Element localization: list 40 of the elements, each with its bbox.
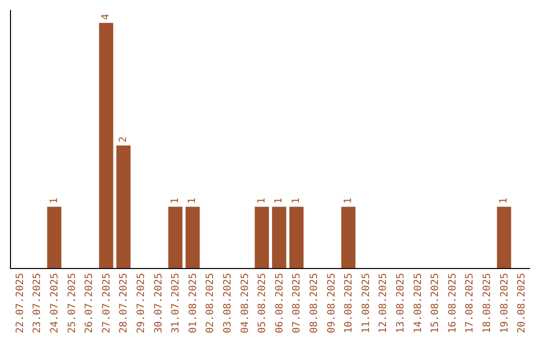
data-label: 1 bbox=[170, 198, 181, 204]
x-tick-label: 13.08.2025 bbox=[396, 273, 406, 334]
x-tick-label: 18.08.2025 bbox=[482, 273, 493, 334]
data-label: 1 bbox=[274, 198, 285, 204]
data-label: 4 bbox=[100, 14, 112, 20]
x-tick-label: 29.07.2025 bbox=[136, 273, 147, 334]
x-tick-label: 04.08.2025 bbox=[240, 273, 251, 334]
x-tick-label: 07.08.2025 bbox=[292, 273, 303, 334]
x-tick-label: 28.07.2025 bbox=[118, 273, 130, 334]
data-label: 1 bbox=[256, 198, 268, 204]
x-tick-label: 19.08.2025 bbox=[499, 273, 510, 334]
x-tick-label: 27.07.2025 bbox=[101, 273, 112, 334]
x-tick-label: 25.07.2025 bbox=[66, 273, 78, 334]
x-tick-label: 14.08.2025 bbox=[412, 273, 424, 334]
data-label: 1 bbox=[342, 198, 354, 204]
x-tick-label: 01.08.2025 bbox=[188, 273, 199, 334]
data-label: 1 bbox=[498, 198, 510, 204]
data-label: 1 bbox=[290, 198, 302, 204]
x-tick-label: 26.07.2025 bbox=[84, 273, 96, 334]
x-tick-label: 11.08.2025 bbox=[360, 273, 372, 334]
x-tick-label: 15.08.2025 bbox=[430, 273, 442, 334]
x-tick-label: 02.08.2025 bbox=[205, 273, 216, 334]
x-tick-label: 22.07.2025 bbox=[14, 273, 26, 334]
x-tick-label: 10.08.2025 bbox=[344, 273, 355, 334]
x-tick-label: 03.08.2025 bbox=[222, 273, 234, 334]
x-tick-label: 23.07.2025 bbox=[32, 273, 44, 334]
x-tick-label: 17.08.2025 bbox=[464, 273, 476, 334]
x-tick-label: 30.07.2025 bbox=[153, 273, 164, 334]
x-tick-label: 16.08.2025 bbox=[447, 273, 458, 334]
x-tick-label: 31.07.2025 bbox=[170, 273, 182, 334]
x-tick-label: 12.08.2025 bbox=[378, 273, 390, 334]
data-label: 2 bbox=[118, 136, 129, 142]
x-tick-label: 20.08.2025 bbox=[516, 273, 528, 334]
x-tick-label: 05.08.2025 bbox=[257, 273, 268, 334]
data-label: 1 bbox=[187, 198, 198, 204]
x-tick-label: 24.07.2025 bbox=[50, 273, 60, 334]
x-tick-label: 08.08.2025 bbox=[309, 273, 320, 334]
data-label: 1 bbox=[48, 198, 60, 204]
x-tick-label: 06.08.2025 bbox=[274, 273, 286, 334]
x-tick-label: 09.08.2025 bbox=[326, 273, 338, 334]
